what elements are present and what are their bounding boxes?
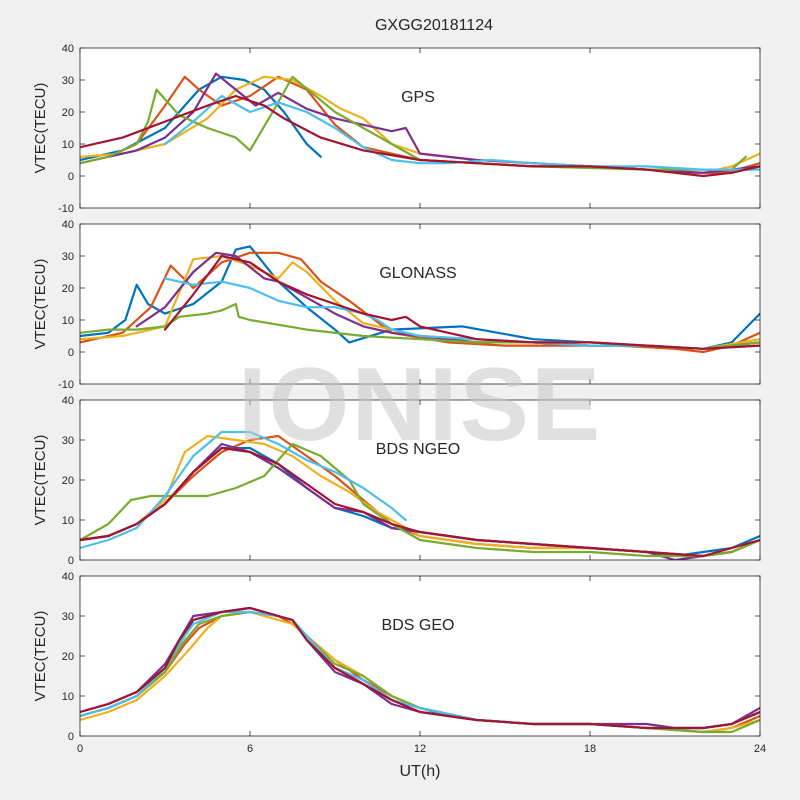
y-tick-label: 0: [68, 171, 74, 183]
series-group: [80, 606, 760, 734]
y-tick-label: 0: [68, 555, 74, 567]
series-line: [80, 94, 760, 178]
panel-label: BDS NGEO: [376, 441, 460, 458]
panel-0: -10 0 10 20 30 40 VTEC(TECU) GPS: [32, 43, 761, 215]
series-line: [163, 254, 760, 350]
y-tick-label: -10: [58, 379, 74, 391]
series-line: [80, 75, 322, 162]
y-tick-label: 40: [62, 395, 74, 407]
watermark: IONISE: [238, 347, 603, 463]
y-tick-label: 10: [62, 515, 74, 527]
y-tick-label: 30: [62, 251, 74, 263]
x-tick-label: 18: [584, 743, 596, 755]
panel-label: BDS GEO: [382, 617, 455, 634]
y-tick-label: 10: [62, 691, 74, 703]
y-axis-label: VTEC(TECU): [32, 435, 49, 526]
plot-area: [80, 576, 760, 736]
y-tick-label: 30: [62, 75, 74, 87]
y-axis-label: VTEC(TECU): [32, 259, 49, 350]
panel-1: -10 0 10 20 30 40 VTEC(TECU) GLONASS: [32, 219, 761, 391]
panel-label: GLONASS: [379, 265, 456, 282]
x-tick-label: 0: [77, 743, 83, 755]
y-tick-label: 20: [62, 107, 74, 119]
y-axis-label: VTEC(TECU): [32, 83, 49, 174]
y-tick-label: -10: [58, 203, 74, 215]
series-line: [163, 277, 760, 350]
series-line: [80, 430, 407, 550]
y-tick-label: 0: [68, 347, 74, 359]
panel-2: 0 10 20 30 40 VTEC(TECU) BDS NGEO: [32, 395, 761, 567]
panel-label: GPS: [401, 89, 435, 106]
x-axis-label: UT(h): [400, 763, 441, 780]
y-tick-label: 40: [62, 571, 74, 583]
plot-area: [80, 400, 760, 560]
x-tick-label: 6: [247, 743, 253, 755]
chart-title: GXGG20181124: [375, 17, 493, 34]
y-axis-label: VTEC(TECU): [32, 611, 49, 702]
y-tick-label: 40: [62, 219, 74, 231]
series-group: [80, 72, 760, 178]
y-tick-label: 40: [62, 43, 74, 55]
panels: -10 0 10 20 30 40 VTEC(TECU) GPS -10 0 10 20 30 40 VTE…: [32, 43, 766, 755]
series-group: [80, 430, 760, 560]
y-tick-label: 10: [62, 139, 74, 151]
series-line: [80, 446, 760, 558]
y-tick-label: 20: [62, 475, 74, 487]
plot-area: [80, 48, 760, 208]
y-tick-label: 0: [68, 731, 74, 743]
x-tick-label: 12: [414, 743, 426, 755]
series-line: [80, 251, 760, 354]
y-tick-label: 20: [62, 651, 74, 663]
y-tick-label: 20: [62, 283, 74, 295]
series-line: [80, 606, 760, 730]
y-tick-label: 10: [62, 315, 74, 327]
x-tick-label: 24: [754, 743, 766, 755]
y-tick-label: 30: [62, 435, 74, 447]
series-group: [80, 245, 760, 354]
panel-3: 0 10 20 30 40 0 6 12 18 24 VTEC(TECU) BDS GEO: [32, 571, 766, 755]
y-tick-label: 30: [62, 611, 74, 623]
